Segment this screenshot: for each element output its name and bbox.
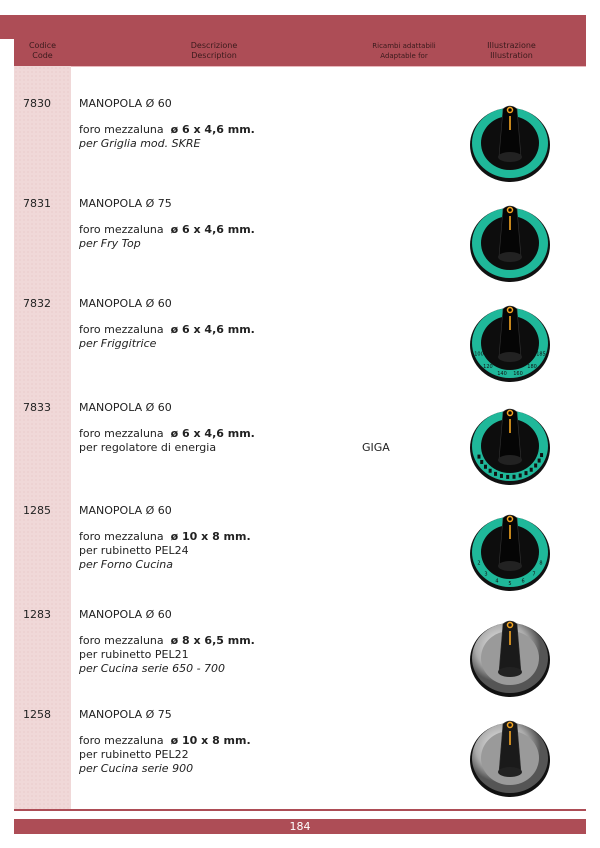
- svg-text:140: 140: [497, 371, 507, 377]
- product-code: 7830: [23, 97, 51, 110]
- header-description: Descrizione Description: [134, 41, 294, 61]
- svg-text:7: 7: [532, 571, 535, 577]
- svg-text:2: 2: [477, 561, 480, 567]
- product-title: MANOPOLA Ø 60: [79, 97, 172, 110]
- hole-line: foro mezzaluna ø 10 x 8 mm.: [79, 530, 251, 544]
- product-title: MANOPOLA Ø 60: [79, 504, 172, 517]
- application-line: per Cucina serie 900: [79, 762, 194, 775]
- header-adaptable: Ricambi adattabili Adaptable for: [344, 41, 464, 61]
- svg-text:8: 8: [539, 561, 542, 567]
- page-number: 184: [14, 819, 586, 834]
- hole-size: ø 6 x 4,6 mm.: [170, 123, 255, 136]
- header-code-it: Codice: [28, 41, 57, 50]
- knob-illustration: [465, 610, 555, 700]
- detail-line: per rubinetto PEL21: [79, 648, 189, 661]
- header-adaptable-en: Adaptable for: [380, 52, 428, 60]
- header-illustration: Illustrazione Illustration: [464, 41, 559, 61]
- header-adaptable-it: Ricambi adattabili: [372, 42, 436, 50]
- code-column-background: [14, 66, 71, 810]
- product-code: 7833: [23, 401, 51, 414]
- hole-label: foro mezzaluna: [79, 427, 164, 440]
- product-row: 1258 MANOPOLA Ø 75 foro mezzaluna ø 10 x 8…: [0, 708, 600, 808]
- product-row: 7831 MANOPOLA Ø 75 foro mezzaluna ø 6 x 4,…: [0, 197, 600, 297]
- product-details: foro mezzaluna ø 6 x 4,6 mm. per regolato…: [79, 427, 255, 455]
- product-details: foro mezzaluna ø 8 x 6,5 mm. per rubinett…: [79, 634, 255, 676]
- product-title: MANOPOLA Ø 60: [79, 401, 172, 414]
- table-header: Codice Code Descrizione Description Ricamb…: [14, 38, 586, 67]
- hole-label: foro mezzaluna: [79, 530, 164, 543]
- application-line: per Fry Top: [79, 237, 141, 250]
- hole-label: foro mezzaluna: [79, 223, 164, 236]
- product-code: 7832: [23, 297, 51, 310]
- header-code-en: Code: [32, 51, 53, 60]
- hole-line: foro mezzaluna ø 10 x 8 mm.: [79, 734, 251, 748]
- svg-text:4: 4: [495, 578, 498, 584]
- hole-label: foro mezzaluna: [79, 323, 164, 336]
- product-title: MANOPOLA Ø 75: [79, 708, 172, 721]
- knob-illustration: [465, 710, 555, 800]
- hole-size: ø 6 x 4,6 mm.: [170, 323, 255, 336]
- hole-size: ø 6 x 4,6 mm.: [170, 427, 255, 440]
- product-row: 1285 MANOPOLA Ø 60 foro mezzaluna ø 10 x 8…: [0, 504, 600, 604]
- svg-text:3: 3: [484, 571, 487, 577]
- product-title: MANOPOLA Ø 60: [79, 608, 172, 621]
- product-details: foro mezzaluna ø 10 x 8 mm. per rubinetto…: [79, 734, 251, 776]
- hole-line: foro mezzaluna ø 6 x 4,6 mm.: [79, 323, 255, 337]
- hole-line: foro mezzaluna ø 6 x 4,6 mm.: [79, 427, 255, 441]
- application-line: per Forno Cucina: [79, 558, 174, 571]
- knob-illustration: [465, 95, 555, 185]
- product-row: 1283 MANOPOLA Ø 60 foro mezzaluna ø 8 x 6,…: [0, 608, 600, 708]
- svg-text:6: 6: [521, 578, 524, 584]
- header-illustration-en: Illustration: [490, 51, 533, 60]
- detail-line: per rubinetto PEL24: [79, 544, 189, 557]
- svg-text:100: 100: [474, 352, 484, 358]
- application-line: per Cucina serie 650 - 700: [79, 662, 226, 675]
- svg-text:5: 5: [508, 581, 511, 587]
- hole-line: foro mezzaluna ø 6 x 4,6 mm.: [79, 223, 255, 237]
- adaptable-for: GIGA: [362, 441, 390, 454]
- application-line: per Friggitrice: [79, 337, 157, 350]
- product-row: 7830 MANOPOLA Ø 60 foro mezzaluna ø 6 x 4,…: [0, 97, 600, 197]
- application-line: per Griglia mod. SKRE: [79, 137, 201, 150]
- header-code: Codice Code: [14, 41, 71, 61]
- detail-line: per regolatore di energia: [79, 441, 217, 454]
- hole-size: ø 6 x 4,6 mm.: [170, 223, 255, 236]
- product-row: 7832 MANOPOLA Ø 60 foro mezzaluna ø 6 x 4,…: [0, 297, 600, 397]
- hole-label: foro mezzaluna: [79, 123, 164, 136]
- product-title: MANOPOLA Ø 60: [79, 297, 172, 310]
- svg-text:185: 185: [536, 352, 546, 358]
- svg-text:160: 160: [513, 371, 523, 377]
- product-details: foro mezzaluna ø 6 x 4,6 mm. per Griglia …: [79, 123, 255, 151]
- header-description-en: Description: [191, 51, 237, 60]
- hole-size: ø 10 x 8 mm.: [170, 734, 251, 747]
- product-code: 1283: [23, 608, 51, 621]
- product-details: foro mezzaluna ø 10 x 8 mm. per rubinetto…: [79, 530, 251, 572]
- product-details: foro mezzaluna ø 6 x 4,6 mm. per Friggitr…: [79, 323, 255, 351]
- hole-size: ø 10 x 8 mm.: [170, 530, 251, 543]
- knob-illustration: 100 120 140 160 180 185: [465, 295, 555, 385]
- product-row: 7833 MANOPOLA Ø 60 foro mezzaluna ø 6 x 4,…: [0, 401, 600, 501]
- hole-line: foro mezzaluna ø 8 x 6,5 mm.: [79, 634, 255, 648]
- knob-illustration: [465, 398, 555, 488]
- product-title: MANOPOLA Ø 75: [79, 197, 172, 210]
- product-details: foro mezzaluna ø 6 x 4,6 mm. per Fry Top: [79, 223, 255, 251]
- hole-label: foro mezzaluna: [79, 634, 164, 647]
- detail-line: per rubinetto PEL22: [79, 748, 189, 761]
- product-code: 7831: [23, 197, 51, 210]
- svg-text:180: 180: [527, 364, 537, 370]
- top-band: [0, 15, 586, 39]
- hole-size: ø 8 x 6,5 mm.: [170, 634, 255, 647]
- header-illustration-it: Illustrazione: [487, 41, 536, 50]
- svg-text:120: 120: [483, 364, 493, 370]
- knob-illustration: [465, 195, 555, 285]
- hole-line: foro mezzaluna ø 6 x 4,6 mm.: [79, 123, 255, 137]
- header-description-it: Descrizione: [190, 41, 238, 50]
- hole-label: foro mezzaluna: [79, 734, 164, 747]
- product-code: 1258: [23, 708, 51, 721]
- bottom-divider: [14, 809, 586, 811]
- product-code: 1285: [23, 504, 51, 517]
